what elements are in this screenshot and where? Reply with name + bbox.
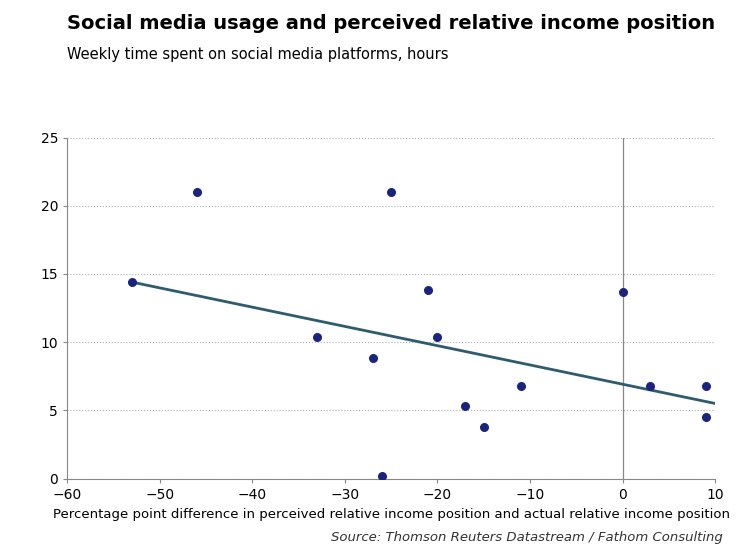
Text: Source: Thomson Reuters Datastream / Fathom Consulting: Source: Thomson Reuters Datastream / Fat… (331, 531, 723, 544)
Point (644, 381, 656, 390)
Point (385, 188, 397, 196)
Point (478, 422, 489, 431)
Point (700, 381, 712, 390)
Point (376, 471, 388, 480)
Point (311, 332, 323, 341)
Point (459, 402, 471, 411)
Text: Weekly time spent on social media platforms, hours: Weekly time spent on social media platfo… (67, 47, 448, 62)
Point (191, 188, 203, 196)
Point (367, 354, 378, 363)
Point (422, 286, 434, 295)
Point (126, 278, 138, 287)
Text: Social media usage and perceived relative income position: Social media usage and perceived relativ… (67, 14, 715, 33)
X-axis label: Percentage point difference in perceived relative income position and actual rel: Percentage point difference in perceived… (53, 508, 729, 521)
Point (617, 287, 629, 296)
Point (431, 332, 443, 341)
Point (700, 412, 712, 421)
Point (515, 381, 527, 390)
